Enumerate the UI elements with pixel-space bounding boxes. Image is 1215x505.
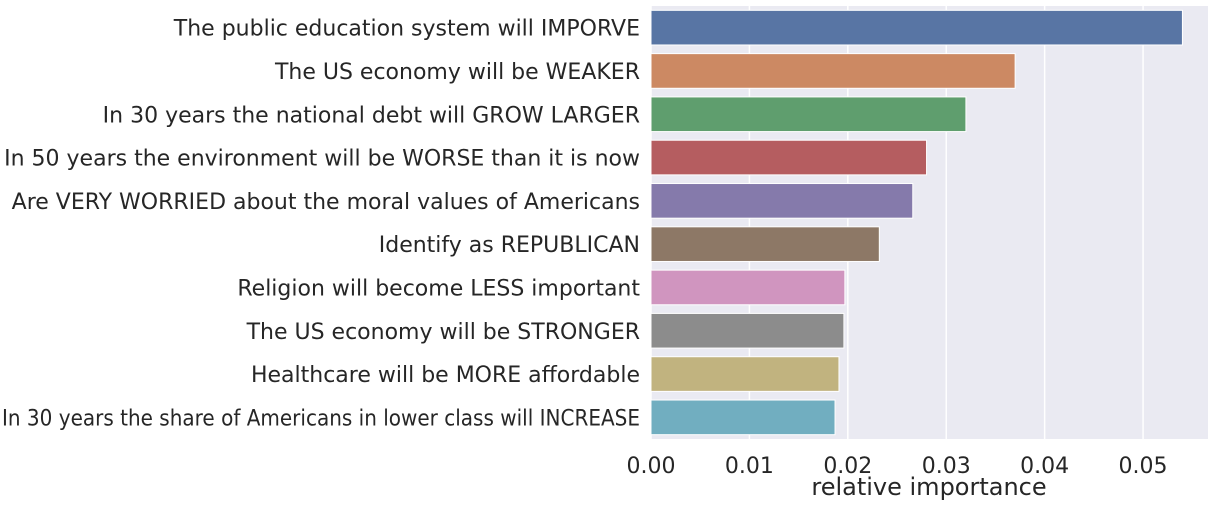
category-label: Are VERY WORRIED about the moral values … xyxy=(12,190,640,215)
bar xyxy=(650,139,928,176)
category-label: Religion will become LESS important xyxy=(237,276,640,301)
category-label: In 30 years the share of Americans in lo… xyxy=(2,406,640,431)
bar xyxy=(650,312,845,349)
x-tick-label: 0.04 xyxy=(1020,454,1069,479)
bar xyxy=(650,183,914,219)
category-label: In 50 years the environment will be WORS… xyxy=(4,147,640,172)
category-label: Identify as REPUBLICAN xyxy=(379,233,640,258)
x-tick-label: 0.00 xyxy=(627,454,676,479)
x-axis-title: relative importance xyxy=(811,473,1046,501)
bars xyxy=(650,9,1183,436)
category-label: The US economy will be STRONGER xyxy=(246,320,640,345)
category-label: Healthcare will be MORE affordable xyxy=(251,363,640,388)
category-labels: The public education system will IMPORVE… xyxy=(2,17,640,432)
x-tick-label: 0.02 xyxy=(823,454,872,479)
bar xyxy=(650,269,846,306)
bar xyxy=(650,53,1016,89)
category-label: The public education system will IMPORVE xyxy=(173,17,640,42)
x-tick-label: 0.05 xyxy=(1119,454,1168,479)
bar xyxy=(650,96,967,133)
category-label: In 30 years the national debt will GROW … xyxy=(103,103,640,128)
bar xyxy=(650,226,880,262)
bar xyxy=(650,9,1183,46)
bar xyxy=(650,399,836,436)
category-label: The US economy will be WEAKER xyxy=(274,60,640,85)
x-tick-labels: 0.00 0.01 0.02 0.03 0.04 0.05 xyxy=(627,454,1168,479)
x-tick-label: 0.01 xyxy=(725,454,774,479)
bar xyxy=(650,356,840,392)
x-tick-label: 0.03 xyxy=(922,454,971,479)
